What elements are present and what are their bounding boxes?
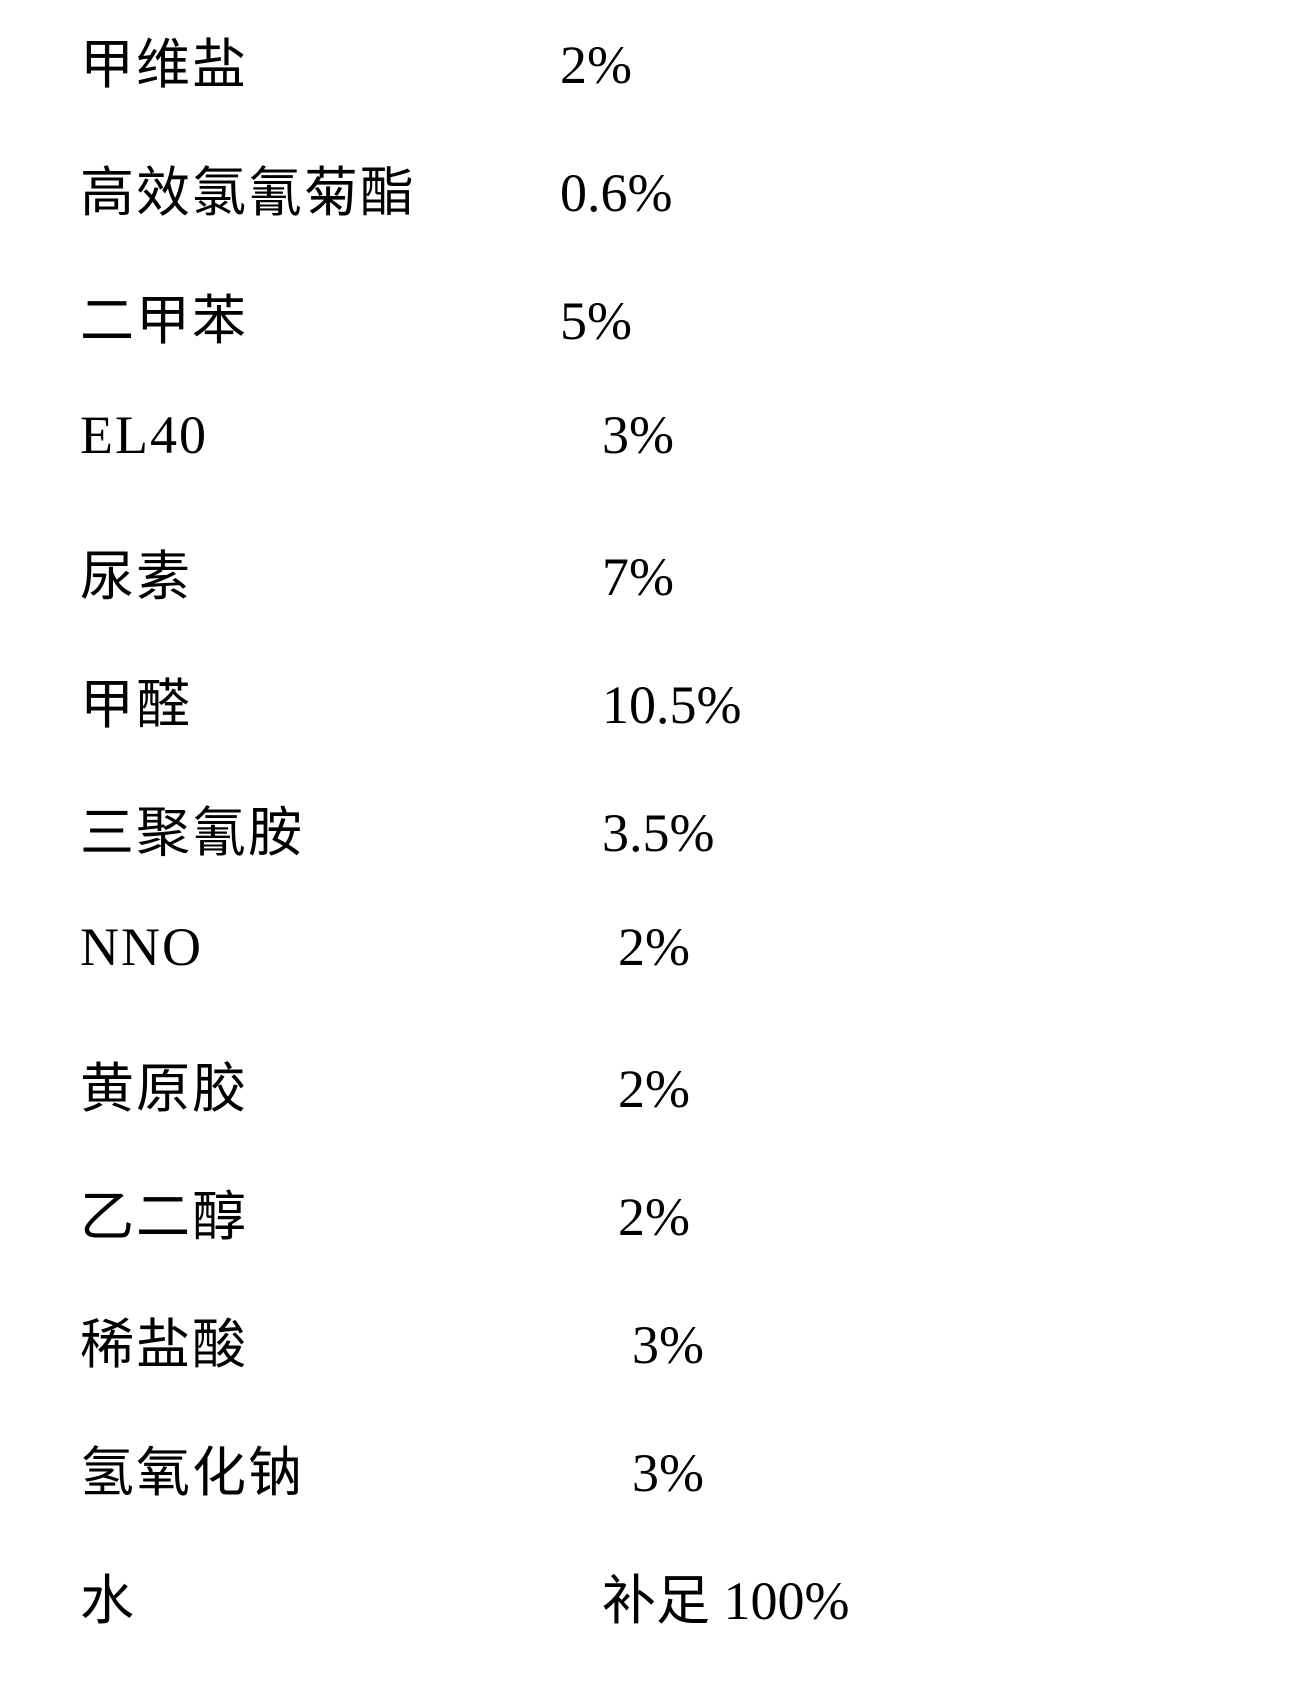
table-row: NNO 2% (80, 916, 1251, 1044)
table-row: 甲醛 10.5% (80, 660, 1251, 788)
ingredient-name: 尿素 (80, 532, 560, 611)
ingredient-value: 3% (602, 404, 674, 466)
ingredient-value: 2% (618, 1186, 690, 1248)
table-row: 甲维盐 2% (80, 20, 1251, 148)
ingredient-name: 稀盐酸 (80, 1300, 560, 1379)
ingredient-name: 乙二醇 (80, 1172, 560, 1251)
ingredient-name: EL40 (80, 404, 560, 466)
table-row: 尿素 7% (80, 532, 1251, 660)
ingredient-value: 2% (618, 1058, 690, 1120)
ingredient-name: 水 (80, 1556, 560, 1635)
ingredient-value: 10.5% (602, 674, 741, 736)
ingredient-value: 5% (560, 290, 632, 352)
ingredient-name: 高效氯氰菊酯 (80, 148, 560, 227)
ingredient-value: 0.6% (560, 162, 672, 224)
table-row: 氢氧化钠 3% (80, 1428, 1251, 1556)
ingredient-table: 甲维盐 2% 高效氯氰菊酯 0.6% 二甲苯 5% EL40 3% 尿素 7% … (0, 0, 1311, 1704)
ingredient-value: 7% (602, 546, 674, 608)
table-row: 水 补足 100% (80, 1556, 1251, 1684)
ingredient-name: 氢氧化钠 (80, 1428, 560, 1507)
table-row: 三聚氰胺 3.5% (80, 788, 1251, 916)
ingredient-name: 三聚氰胺 (80, 788, 560, 867)
ingredient-name: NNO (80, 916, 560, 978)
ingredient-name: 黄原胶 (80, 1044, 560, 1123)
table-row: 高效氯氰菊酯 0.6% (80, 148, 1251, 276)
table-row: EL40 3% (80, 404, 1251, 532)
ingredient-name: 二甲苯 (80, 276, 560, 355)
ingredient-name: 甲维盐 (80, 20, 560, 99)
ingredient-value: 3% (632, 1314, 704, 1376)
ingredient-name: 甲醛 (80, 660, 560, 739)
table-row: 乙二醇 2% (80, 1172, 1251, 1300)
ingredient-value: 2% (560, 34, 632, 96)
ingredient-value: 补足 100% (602, 1556, 849, 1635)
table-row: 黄原胶 2% (80, 1044, 1251, 1172)
ingredient-value: 2% (618, 916, 690, 978)
ingredient-value: 3.5% (602, 802, 714, 864)
ingredient-value: 3% (632, 1442, 704, 1504)
table-row: 稀盐酸 3% (80, 1300, 1251, 1428)
table-row: 二甲苯 5% (80, 276, 1251, 404)
